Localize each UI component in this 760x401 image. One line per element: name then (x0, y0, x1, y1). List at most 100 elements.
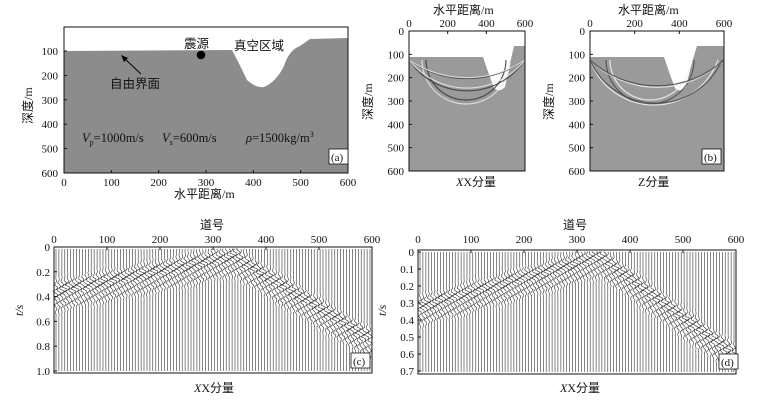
record-d-y-label: t/s (375, 304, 389, 316)
seismic-trace (646, 252, 653, 372)
seismic-trace (346, 249, 353, 371)
seismic-trace (707, 252, 714, 372)
seismic-trace (601, 251, 609, 372)
seismic-trace (475, 252, 482, 372)
record-d-y-tick-label: 0 (409, 247, 415, 259)
snapshot-z-component-label: Z分量 (638, 175, 669, 189)
seismic-trace (190, 248, 197, 371)
seismic-trace (334, 249, 341, 371)
seismic-trace (294, 249, 301, 371)
seismic-trace (648, 252, 655, 372)
seismic-trace (260, 249, 268, 371)
seismic-trace (557, 252, 565, 372)
seismic-trace (613, 251, 620, 372)
snapshot-z-top-label: 水平距离/m (618, 2, 679, 17)
seismic-trace (634, 252, 640, 372)
seismic-trace (616, 252, 623, 372)
seismic-trace (68, 249, 74, 371)
void-region-label: 真空区域 (234, 39, 284, 53)
seismic-trace (159, 249, 166, 371)
seismic-trace (566, 251, 573, 372)
seismic-trace (111, 249, 118, 371)
seismic-trace (678, 252, 684, 372)
seismic-trace (518, 252, 526, 372)
seismic-trace (563, 251, 570, 372)
seismic-trace (481, 252, 488, 372)
panel-d-label-box (718, 353, 739, 370)
seismic-trace (216, 248, 223, 371)
seismic-trace (534, 252, 540, 372)
seismic-trace (161, 249, 169, 371)
seismic-trace (252, 249, 259, 371)
record-d-top-label: 道号 (563, 218, 587, 232)
seismic-trace (543, 252, 550, 372)
seismic-trace (197, 248, 204, 371)
snapshot-x-top-label: 水平距离/m (433, 2, 494, 17)
seismic-trace (502, 252, 509, 372)
snapshot-z-y-tick-label: 600 (569, 166, 586, 178)
record-d-x-tick-label: 0 (415, 234, 421, 246)
seismic-trace (652, 252, 659, 372)
seismic-trace (586, 251, 594, 372)
snapshot-z-y-ticks: 0 100 200 300 400 500 600 (569, 26, 593, 178)
record-d-y-tick-label: 0.4 (400, 315, 414, 327)
seismic-trace (570, 251, 576, 372)
record-d-y-tick-label: 0.1 (400, 264, 414, 276)
snapshot-x-y-tick-label: 300 (388, 96, 405, 108)
model-y-tick-label: 500 (42, 144, 59, 156)
record-d-x-tick-label: 400 (622, 234, 639, 246)
seismic-trace (525, 252, 533, 372)
seismic-trace (710, 252, 717, 372)
seismic-trace (451, 252, 458, 372)
snapshot-z-y-tick-label: 500 (569, 143, 586, 155)
model-x-axis-label: 水平距离/m (174, 186, 235, 201)
wavefront-arc (425, 59, 507, 101)
seismic-trace (90, 249, 98, 371)
seismic-trace (94, 249, 101, 371)
seismic-trace (437, 252, 443, 372)
model-y-tick-label: 300 (42, 95, 59, 107)
panel-d-label: (d) (721, 357, 734, 369)
model-x-tick-label: 300 (198, 177, 215, 189)
seismic-trace (702, 252, 708, 372)
seismic-trace (675, 252, 682, 372)
record-d-y-tick-label: 0.5 (400, 332, 414, 344)
record-d-x-tick-label: 300 (569, 234, 586, 246)
panel-record-d: (d) 道号 XX分量 t/s 0 100 200 300 400 500 600 0 0.1… (375, 218, 745, 395)
wavefront-arc (589, 59, 719, 106)
snapshot-z-y-tick-label: 400 (569, 119, 586, 131)
seismic-trace (290, 249, 297, 371)
seismic-trace (514, 252, 521, 372)
seismic-trace (240, 248, 248, 371)
seismic-trace (120, 249, 128, 371)
seismic-trace (352, 249, 359, 371)
seismic-trace (443, 252, 450, 372)
seismic-trace (123, 249, 130, 371)
wavefront-arc (408, 59, 526, 79)
seismic-trace (473, 252, 479, 372)
seismic-trace (99, 249, 106, 371)
seismic-trace (140, 249, 147, 371)
seismic-trace (338, 249, 345, 371)
seismic-trace (551, 252, 559, 372)
seismic-trace (270, 249, 277, 371)
seismic-trace (419, 252, 427, 372)
snapshot-z-x-ticks: 0 200 400 600 (587, 18, 733, 34)
snapshot-x-wavefronts (408, 59, 526, 105)
seismic-trace (417, 252, 424, 372)
seismic-trace (489, 252, 497, 372)
seismic-trace (581, 251, 588, 372)
record-c-x-tick-label: 400 (258, 234, 275, 246)
seismic-trace (662, 252, 670, 372)
seismic-trace (143, 249, 150, 371)
seismic-trace (266, 249, 274, 371)
seismic-trace (631, 252, 638, 372)
seismic-trace (578, 251, 585, 372)
seismic-trace (545, 252, 552, 372)
seismic-trace (560, 251, 567, 372)
model-y-tick-label: 100 (42, 46, 59, 58)
snapshot-z-y-tick-label: 100 (569, 49, 586, 61)
model-x-tick-label: 0 (61, 177, 67, 189)
seismic-trace (106, 249, 112, 371)
seismic-trace (149, 249, 156, 371)
